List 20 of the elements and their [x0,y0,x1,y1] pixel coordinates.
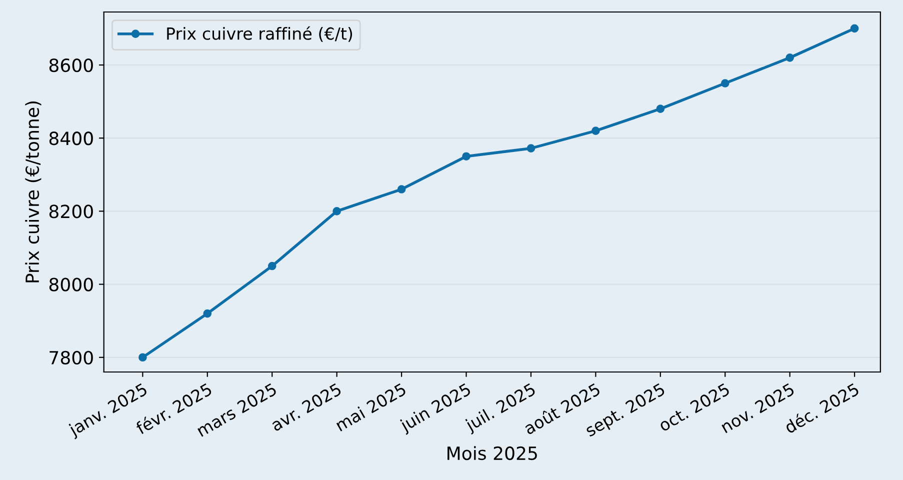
point [203,309,212,318]
y-tick-label: 8600 [49,58,93,72]
point [526,144,536,152]
y-tick-label: 8200 [49,204,93,218]
y-tick-label: 8000 [49,278,93,292]
point [592,126,600,135]
point [850,24,859,33]
y-tick-label: 8400 [49,132,93,146]
point [656,104,665,114]
y-axis-title: Prix cuivre (€/tonne) [25,101,42,282]
point [397,185,406,194]
point [720,79,730,88]
point [268,262,276,270]
point [786,54,794,62]
x-axis-title: Mois 2025 [448,446,537,460]
legend-label: Prix cuivre raffiné (€/t) [167,26,352,42]
point [332,207,341,216]
point [462,152,470,161]
point [138,353,147,362]
y-tick-label: 7800 [50,350,93,364]
